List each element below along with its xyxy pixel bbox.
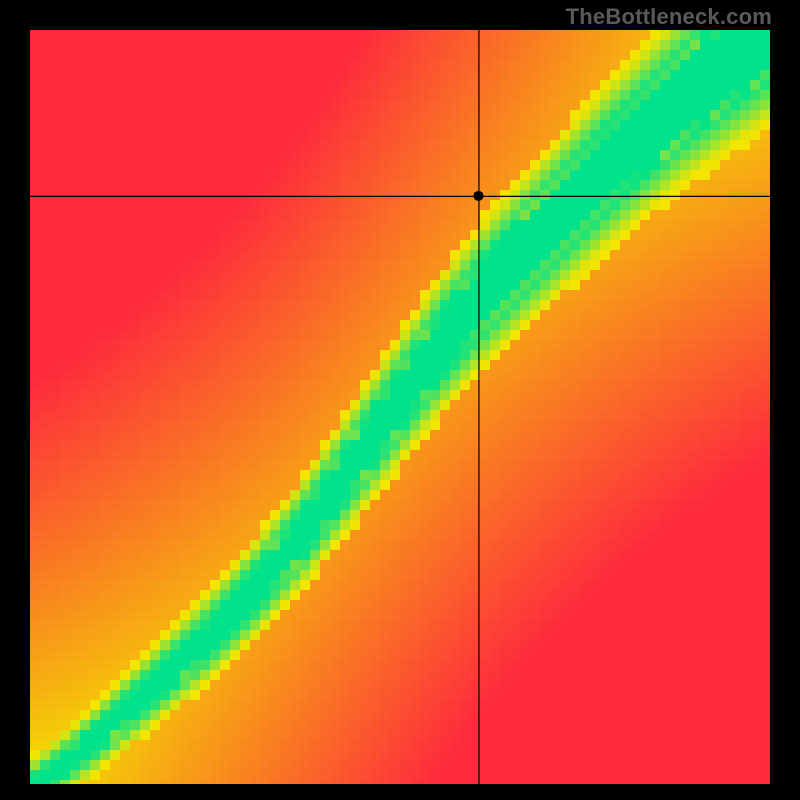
- bottleneck-heatmap: [30, 30, 770, 784]
- attribution-text: TheBottleneck.com: [566, 4, 772, 30]
- chart-frame: TheBottleneck.com: [0, 0, 800, 800]
